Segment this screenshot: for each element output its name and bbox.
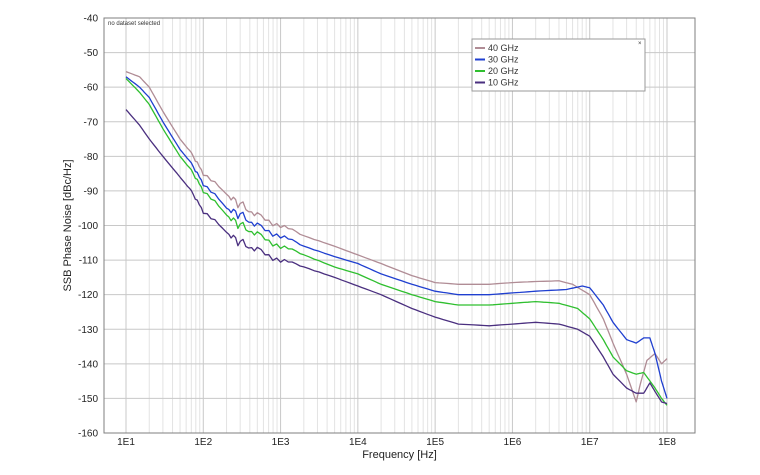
x-tick-label: 1E6 (504, 437, 522, 448)
legend-label: 10 GHz (488, 78, 519, 88)
legend-box (471, 38, 646, 92)
series-layer (125, 70, 668, 406)
grid (104, 17, 695, 434)
y-tick-label: -150 (78, 394, 98, 405)
y-tick-label: -60 (84, 83, 99, 94)
series-line (125, 78, 668, 406)
x-tick-label: 1E3 (272, 437, 290, 448)
y-tick-label: -80 (84, 152, 99, 163)
series-line (125, 109, 668, 405)
plot-frame (103, 17, 696, 434)
x-tick-labels: 1E1 1E2 1E3 1E4 1E5 1E6 1E7 1E8 (117, 437, 676, 448)
x-axis-title: Frequency [Hz] (362, 449, 437, 461)
y-tick-label: -100 (78, 221, 98, 232)
y-tick-label: -50 (84, 48, 99, 59)
legend-label: 20 GHz (488, 66, 519, 76)
y-tick-label: -160 (78, 429, 98, 440)
no-dataset-note: no dataset selected (108, 21, 160, 27)
y-tick-label: -70 (84, 117, 99, 128)
y-tick-label: -120 (78, 290, 98, 301)
x-tick-label: 1E8 (658, 437, 676, 448)
x-tick-label: 1E4 (349, 437, 367, 448)
series-line (125, 76, 668, 399)
x-tick-label: 1E5 (426, 437, 444, 448)
x-tick-label: 1E7 (581, 437, 599, 448)
y-tick-labels: -40 -50 -60 -70 -80 -90 -100 -110 -120 -130 -140 -1… (78, 14, 98, 440)
y-tick-label: -40 (84, 14, 99, 25)
series-line (125, 70, 668, 403)
y-tick-label: -90 (84, 186, 99, 197)
x-tick-label: 1E2 (194, 437, 212, 448)
y-tick-label: -130 (78, 325, 98, 336)
y-axis-title: SSB Phase Noise [dBc/Hz] (62, 159, 74, 291)
y-tick-label: -140 (78, 359, 98, 370)
legend-close-icon[interactable]: × (638, 41, 642, 47)
legend-label: 30 GHz (488, 55, 519, 65)
legend-label: 40 GHz (488, 43, 519, 53)
x-tick-label: 1E1 (117, 437, 135, 448)
y-tick-label: -110 (79, 256, 99, 267)
